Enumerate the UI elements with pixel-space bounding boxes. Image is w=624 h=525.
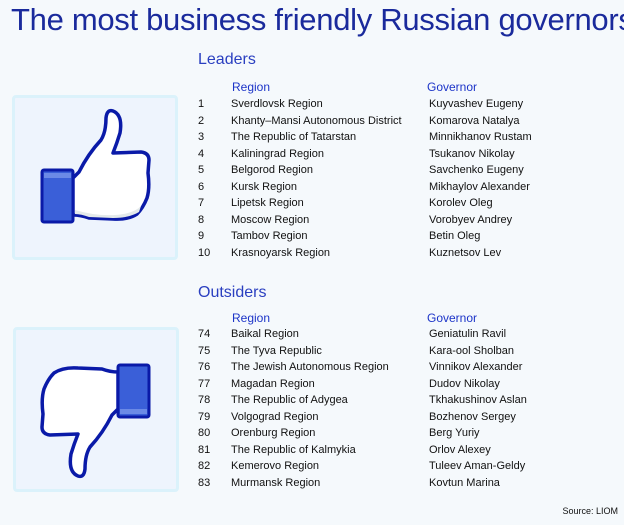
region-cell: Volgograd Region (231, 410, 319, 423)
table-row: 78 The Republic of Adygea Tkhakushinov Asl… (198, 394, 598, 411)
governor-cell: Bozhenov Sergey (429, 410, 516, 423)
governor-cell: Kovtun Marina (429, 476, 500, 489)
region-cell: Magadan Region (231, 377, 315, 390)
governor-cell: Kuyvashev Eugeny (429, 98, 524, 110)
rank-cell: 82 (198, 460, 211, 472)
rank-cell: 7 (198, 197, 205, 209)
region-cell: Krasnoyarsk Region (231, 246, 331, 259)
region-cell: Moscow Region (231, 213, 310, 226)
region-cell: Kemerovo Region (231, 460, 320, 472)
table-row: 74 Baikal Region Geniatulin Ravil (198, 328, 598, 345)
table-row: 5 Belgorod Region Savchenko Eugeny (198, 164, 598, 181)
rank-cell: 77 (198, 377, 211, 390)
governor-cell: Berg Yuriy (429, 427, 480, 439)
table-row: 7 Lipetsk Region Korolev Oleg (198, 197, 598, 214)
governor-cell: Komarova Natalya (429, 114, 520, 127)
region-cell: Khanty–Mansi Autonomous District (231, 114, 402, 127)
region-cell: The Republic of Kalmykia (231, 443, 356, 456)
table-row: 83 Murmansk Region Kovtun Marina (198, 477, 598, 494)
rank-cell: 9 (198, 230, 205, 242)
governor-cell: Tkhakushinov Aslan (429, 394, 527, 406)
governor-cell: Kara-ool Sholban (429, 344, 515, 357)
governor-cell: Mikhaylov Alexander (429, 180, 530, 193)
governor-cell: Minnikhanov Rustam (429, 131, 532, 143)
outsiders-region-header: Region (232, 311, 271, 325)
rank-cell: 76 (198, 361, 211, 373)
region-cell: The Republic of Tatarstan (231, 131, 357, 143)
rank-cell: 8 (198, 213, 205, 226)
governor-cell: Dudov Nikolay (429, 377, 500, 390)
table-row: 9 Tambov Region Betin Oleg (198, 230, 598, 247)
outsiders-governor-header: Governor (427, 311, 478, 325)
table-row: 8 Moscow Region Vorobyev Andrey (198, 214, 598, 231)
region-cell: Kaliningrad Region (231, 147, 324, 160)
table-row: 10 Krasnoyarsk Region Kuznetsov Lev (198, 247, 598, 264)
table-row: 79 Volgograd Region Bozhenov Sergey (198, 411, 598, 428)
table-row: 2 Khanty–Mansi Autonomous District Komarov… (198, 115, 598, 132)
region-cell: Sverdlovsk Region (231, 98, 323, 110)
thumbs-down-icon (40, 363, 151, 479)
region-cell: Tambov Region (231, 230, 308, 242)
rank-cell: 5 (198, 164, 205, 176)
outsiders-table: 74 Baikal Region Geniatulin Ravil 75 The Tyv… (198, 328, 598, 493)
region-cell: Kursk Region (231, 180, 298, 193)
rank-cell: 3 (198, 131, 205, 143)
governor-cell: Savchenko Eugeny (429, 164, 524, 176)
table-row: 6 Kursk Region Mikhaylov Alexander (198, 181, 598, 198)
governor-cell: Korolev Oleg (429, 197, 493, 209)
table-row: 76 The Jewish Autonomous Region Vinnikov A… (198, 361, 598, 378)
leaders-governor-header: Governor (427, 80, 478, 94)
region-cell: The Jewish Autonomous Region (231, 361, 389, 373)
table-row: 1 Sverdlovsk Region Kuyvashev Eugeny (198, 98, 598, 115)
rank-cell: 83 (198, 476, 211, 489)
rank-cell: 75 (198, 344, 211, 357)
governor-cell: Betin Oleg (429, 230, 481, 242)
page-title: The most business friendly Russian gover… (11, 2, 624, 37)
governor-cell: Vinnikov Alexander (429, 361, 523, 373)
table-row: 75 The Tyva Republic Kara-ool Sholban (198, 345, 598, 362)
region-cell: Orenburg Region (231, 427, 316, 439)
table-row: 82 Kemerovo Region Tuleev Aman-Geldy (198, 460, 598, 477)
region-cell: Murmansk Region (231, 476, 321, 489)
rank-cell: 10 (198, 246, 211, 259)
rank-cell: 2 (198, 114, 205, 127)
outsiders-heading: Outsiders (198, 284, 267, 301)
rank-cell: 78 (198, 394, 211, 406)
governor-cell: Vorobyev Andrey (429, 213, 513, 226)
leaders-region-header: Region (232, 80, 271, 94)
governor-cell: Tuleev Aman-Geldy (429, 460, 526, 472)
leaders-table: 1 Sverdlovsk Region Kuyvashev Eugeny 2 Khant… (198, 98, 598, 263)
table-row: 81 The Republic of Kalmykia Orlov Alexey (198, 444, 598, 461)
rank-cell: 79 (198, 410, 211, 423)
table-row: 77 Magadan Region Dudov Nikolay (198, 378, 598, 395)
governor-cell: Orlov Alexey (429, 443, 491, 456)
rank-cell: 1 (198, 98, 205, 110)
table-row: 80 Orenburg Region Berg Yuriy (198, 427, 598, 444)
table-row: 3 The Republic of Tatarstan Minnikhanov Ru… (198, 131, 598, 148)
region-cell: The Tyva Republic (231, 344, 322, 357)
region-cell: Baikal Region (231, 328, 299, 340)
governor-cell: Geniatulin Ravil (429, 328, 507, 340)
governor-cell: Kuznetsov Lev (429, 246, 502, 259)
region-cell: Belgorod Region (231, 164, 313, 176)
region-cell: The Republic of Adygea (231, 394, 348, 406)
rank-cell: 6 (198, 180, 205, 193)
rank-cell: 81 (198, 443, 211, 456)
region-cell: Lipetsk Region (231, 197, 304, 209)
source-note: Source: LIOM (562, 506, 618, 516)
rank-cell: 4 (198, 147, 205, 160)
rank-cell: 80 (198, 427, 211, 439)
governor-cell: Tsukanov Nikolay (429, 147, 515, 160)
thumbs-down-box (13, 327, 179, 492)
leaders-heading: Leaders (198, 51, 256, 68)
thumbs-up-box (12, 95, 178, 260)
thumbs-up-icon (40, 108, 151, 224)
table-row: 4 Kaliningrad Region Tsukanov Nikolay (198, 148, 598, 165)
rank-cell: 74 (198, 328, 211, 340)
